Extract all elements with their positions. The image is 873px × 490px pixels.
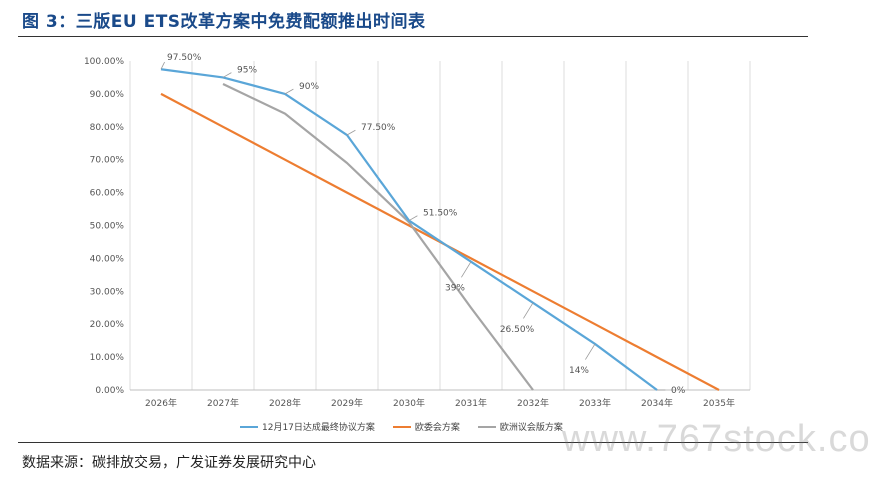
x-tick-label: 2027年 xyxy=(207,397,239,409)
legend-item-parliament: 欧洲议会版方案 xyxy=(477,420,563,433)
y-tick-label: 50.00% xyxy=(90,222,125,232)
x-tick-label: 2034年 xyxy=(641,397,673,409)
legend-swatch-final xyxy=(240,425,258,428)
y-tick-label: 10.00% xyxy=(90,353,125,363)
y-tick-label: 60.00% xyxy=(90,189,125,199)
legend-item-final: 12月17日达成最终协议方案 xyxy=(240,420,375,433)
y-tick-label: 0.00% xyxy=(95,386,124,396)
x-tick-label: 2031年 xyxy=(455,397,487,409)
y-tick-label: 70.00% xyxy=(90,156,125,166)
figure-title: 图 3：三版EU ETS改革方案中免费配额推出时间表 xyxy=(22,12,426,32)
legend-swatch-parliament xyxy=(477,425,496,428)
data-label: 95% xyxy=(237,65,257,75)
x-tick-label: 2026年 xyxy=(145,397,177,409)
data-label-leader xyxy=(461,261,472,278)
y-tick-label: 30.00% xyxy=(90,287,125,297)
y-tick-label: 100.00% xyxy=(84,57,124,67)
data-label-leader xyxy=(523,302,534,319)
y-tick-label: 20.00% xyxy=(90,320,125,330)
data-label-leader xyxy=(284,88,294,95)
x-tick-label: 2029年 xyxy=(331,397,363,409)
x-tick-label: 2030年 xyxy=(393,397,425,409)
title-divider xyxy=(18,36,808,37)
chart-legend: 12月17日达成最终协议方案 欧委会方案 欧洲议会版方案 xyxy=(240,420,563,433)
legend-label-commission: 欧委会方案 xyxy=(414,423,460,433)
source-note: 数据来源：碳排放交易，广发证券发展研究中心 xyxy=(22,455,316,471)
x-tick-label: 2028年 xyxy=(269,397,301,409)
y-tick-label: 80.00% xyxy=(90,123,125,133)
x-tick-label: 2033年 xyxy=(579,397,611,409)
x-tick-label: 2035年 xyxy=(703,397,735,409)
line-chart: 0.00% 10.00% 20.00% 30.00% 40.00% 50.00% 60.00… xyxy=(84,53,751,409)
data-label: 39% xyxy=(445,284,465,294)
data-label-leader xyxy=(346,129,356,136)
data-label: 90% xyxy=(299,82,319,92)
legend-label-final: 12月17日达成最终协议方案 xyxy=(262,423,375,433)
data-label: 14% xyxy=(569,366,589,376)
data-label-leader xyxy=(408,215,418,221)
legend-swatch-commission xyxy=(392,425,411,428)
watermark: www.767stock.com xyxy=(562,418,873,460)
data-label-leader xyxy=(160,61,165,70)
series-line xyxy=(222,83,534,391)
data-label: 97.50% xyxy=(167,53,202,63)
y-tick-label: 90.00% xyxy=(90,90,125,100)
bottom-divider xyxy=(18,442,808,443)
data-label: 77.50% xyxy=(361,123,396,133)
legend-item-commission: 欧委会方案 xyxy=(392,420,460,433)
x-tick-label: 2032年 xyxy=(517,397,549,409)
y-tick-label: 40.00% xyxy=(90,254,125,264)
data-label: 0% xyxy=(671,386,686,396)
data-label-leader xyxy=(222,72,232,78)
legend-label-parliament: 欧洲议会版方案 xyxy=(499,423,563,433)
series-line xyxy=(160,68,658,391)
data-label: 26.50% xyxy=(500,325,535,335)
data-label-leader xyxy=(585,343,596,360)
data-label: 51.50% xyxy=(423,209,458,219)
